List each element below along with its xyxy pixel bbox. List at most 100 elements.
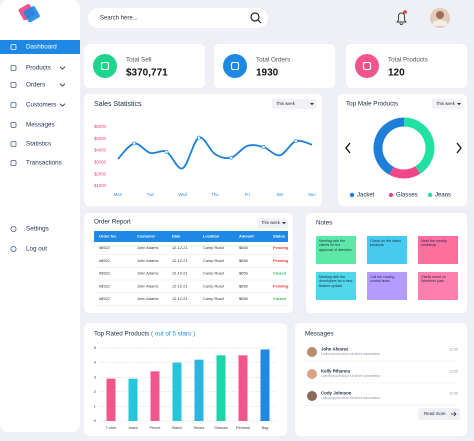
avatar-body	[432, 20, 448, 26]
messages-title: Messages	[305, 331, 334, 338]
table-cell: #8522	[99, 245, 110, 250]
column-header: Location	[203, 234, 220, 239]
dropdown-label[interactable]: This week	[276, 101, 296, 106]
table-cell: 12-12-21	[172, 258, 188, 263]
table-cell: Pending	[273, 283, 289, 288]
message-name[interactable]: John Alvarez	[321, 347, 349, 352]
x-tick-label: Tue	[147, 192, 155, 197]
read-more-button[interactable]	[418, 408, 460, 420]
column-header: Customer	[137, 234, 156, 239]
stat-label: Total Products	[388, 57, 428, 64]
x-tick-label: T-shirt	[106, 426, 117, 430]
note-text: Meeting with the developers for a new fe…	[319, 275, 353, 288]
prev-arrow[interactable]	[345, 142, 351, 154]
x-tick-label: Sun	[308, 192, 316, 197]
nav-icon	[10, 160, 17, 166]
x-tick-label: Jeans	[128, 426, 138, 430]
stat-icon-glyph	[362, 61, 372, 71]
sales-marker	[261, 145, 266, 149]
table-cell: Pending	[273, 245, 289, 250]
nav-item[interactable]: Orders	[26, 82, 45, 89]
nav-item[interactable]: Dashboard	[26, 44, 57, 51]
stat-value: $370,771	[126, 68, 168, 79]
table-header	[94, 231, 288, 242]
x-tick-label: Mon	[114, 192, 123, 197]
bell-icon[interactable]	[396, 12, 407, 25]
nav-icon	[10, 102, 17, 108]
message-name[interactable]: Cody Johnson	[321, 391, 352, 396]
table-cell: #8522	[99, 258, 110, 263]
legend-dot	[349, 192, 355, 198]
nav-item[interactable]: Transactions	[26, 160, 62, 167]
sales-marker	[132, 141, 137, 146]
bar	[128, 378, 138, 421]
sticky-note[interactable]	[316, 236, 356, 264]
table-cell: John Adams	[137, 296, 158, 301]
table-cell: Pending	[273, 258, 289, 263]
dropdown-label[interactable]: This week	[261, 220, 281, 225]
table-cell: #8522	[99, 283, 110, 288]
y-tick-label: $2000	[94, 171, 107, 176]
table-cell: #8522	[99, 296, 110, 301]
dropdown-label[interactable]: This week	[436, 101, 456, 106]
column-header: Order No.	[99, 234, 117, 239]
message-avatar	[307, 347, 317, 357]
x-tick-label: Glasses	[214, 426, 228, 430]
nav-icon	[10, 245, 17, 252]
dropdown[interactable]	[272, 99, 316, 109]
read-more-label[interactable]: Read more	[424, 411, 446, 416]
legend-label: Glasses	[396, 193, 418, 199]
nav-item[interactable]: Settings	[26, 226, 49, 233]
nav-icon	[10, 65, 17, 71]
message-avatar	[307, 369, 317, 379]
sales-marker	[196, 135, 201, 140]
table-cell: Camp Road	[203, 271, 224, 276]
message-text-box: Lorem ipsum dolor sit amet consectetur	[321, 396, 380, 400]
search-placeholder[interactable]: Search here...	[100, 16, 138, 22]
message-name[interactable]: Kelly Rihanna	[321, 369, 351, 374]
sticky-note[interactable]	[367, 236, 407, 264]
table-cell: 12-12-21	[172, 296, 188, 301]
note-text-box: Check on the latest products	[370, 239, 401, 247]
table-cell: Camp Road	[203, 283, 224, 288]
sales-line	[117, 136, 313, 170]
nav-item[interactable]: Customers	[26, 102, 56, 109]
note-text-box: Call the closing control team	[370, 275, 395, 284]
x-tick-label: Sat	[277, 192, 284, 197]
message-text: Lorem ipsum dolor sit amet consectetur	[321, 373, 381, 378]
note-text: Call the closing control team	[370, 275, 395, 284]
bell-badge	[403, 10, 407, 14]
x-tick-label: Watch	[172, 426, 183, 430]
dropdown-caret	[310, 103, 314, 106]
note-text-box: Meeting with the developers for a new fe…	[319, 275, 353, 288]
nav-icon	[10, 225, 17, 232]
message-avatar	[307, 391, 317, 401]
next-arrow[interactable]	[456, 142, 462, 154]
sales-marker	[164, 149, 169, 154]
search-icon-handle	[257, 19, 262, 24]
stat-icon-glyph	[230, 61, 240, 71]
nav-item[interactable]: Products	[26, 65, 51, 72]
nav-item[interactable]: Log out	[26, 246, 47, 253]
y-tick-label: $1000	[94, 183, 107, 188]
donut-segment	[403, 117, 435, 174]
y-tick-label: 0	[94, 418, 97, 423]
x-tick-label: Thu	[211, 192, 219, 197]
nav-item[interactable]: Messages	[26, 122, 55, 129]
sticky-note[interactable]	[367, 272, 407, 300]
stat-card	[84, 44, 205, 88]
sticky-note[interactable]	[418, 236, 458, 264]
nav-item[interactable]: Statistics	[26, 141, 51, 148]
dropdown[interactable]	[257, 218, 288, 228]
bar	[260, 349, 270, 421]
nav-icon	[10, 44, 17, 50]
note-text-box: Clarify event on Weekend park	[421, 275, 446, 283]
sticky-note[interactable]	[418, 272, 458, 300]
sales-panel	[84, 94, 322, 206]
stat-label: Total Orders	[256, 57, 290, 64]
search-bar[interactable]	[88, 8, 268, 28]
dropdown[interactable]	[432, 99, 463, 109]
sticky-note[interactable]	[316, 272, 356, 300]
table-cell: $658	[239, 296, 248, 301]
